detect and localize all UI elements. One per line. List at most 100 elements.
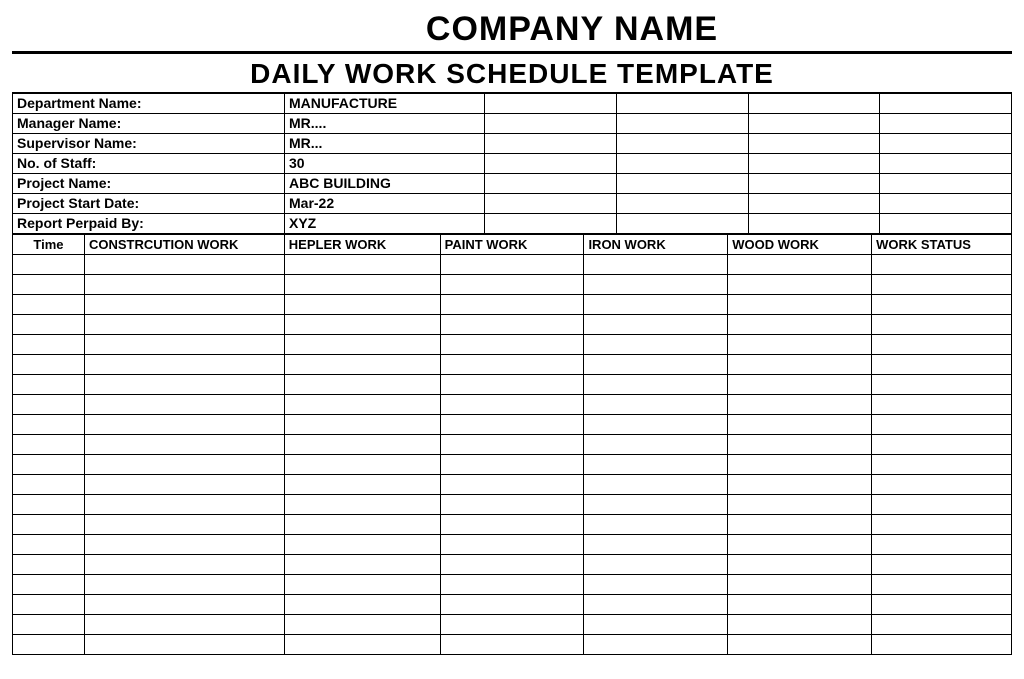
schedule-cell — [13, 634, 85, 654]
schedule-cell — [440, 434, 584, 454]
schedule-cell — [728, 414, 872, 434]
schedule-cell — [728, 554, 872, 574]
title-divider — [12, 51, 1012, 54]
info-label: Report Perpaid By: — [13, 213, 285, 233]
schedule-cell — [84, 494, 284, 514]
schedule-cell — [284, 394, 440, 414]
schedule-cell — [872, 374, 1012, 394]
schedule-cell — [13, 354, 85, 374]
info-empty-cell — [485, 113, 617, 133]
schedule-cell — [13, 334, 85, 354]
info-empty-cell — [880, 93, 1012, 113]
schedule-cell — [440, 574, 584, 594]
schedule-header-row: Time CONSTRCUTION WORK HEPLER WORK PAINT… — [13, 234, 1012, 254]
column-header-helper: HEPLER WORK — [284, 234, 440, 254]
schedule-cell — [440, 354, 584, 374]
schedule-cell — [440, 374, 584, 394]
schedule-cell — [84, 354, 284, 374]
schedule-row — [13, 574, 1012, 594]
info-empty-cell — [616, 113, 748, 133]
schedule-cell — [284, 374, 440, 394]
schedule-cell — [13, 374, 85, 394]
info-row: Department Name:MANUFACTURE — [13, 93, 1012, 113]
schedule-cell — [84, 434, 284, 454]
schedule-cell — [13, 294, 85, 314]
schedule-cell — [584, 594, 728, 614]
schedule-cell — [584, 434, 728, 454]
info-table: Department Name:MANUFACTUREManager Name:… — [12, 92, 1012, 234]
schedule-cell — [728, 514, 872, 534]
column-header-status: WORK STATUS — [872, 234, 1012, 254]
schedule-cell — [584, 514, 728, 534]
schedule-row — [13, 334, 1012, 354]
schedule-cell — [872, 634, 1012, 654]
schedule-row — [13, 514, 1012, 534]
schedule-cell — [84, 474, 284, 494]
schedule-cell — [284, 534, 440, 554]
schedule-cell — [728, 314, 872, 334]
schedule-cell — [440, 514, 584, 534]
schedule-row — [13, 314, 1012, 334]
info-row: Report Perpaid By:XYZ — [13, 213, 1012, 233]
schedule-cell — [440, 594, 584, 614]
schedule-cell — [284, 314, 440, 334]
schedule-cell — [284, 574, 440, 594]
schedule-row — [13, 474, 1012, 494]
info-label: Project Start Date: — [13, 193, 285, 213]
schedule-cell — [872, 434, 1012, 454]
info-empty-cell — [880, 133, 1012, 153]
info-row: Manager Name:MR.... — [13, 113, 1012, 133]
schedule-cell — [440, 554, 584, 574]
column-header-time: Time — [13, 234, 85, 254]
schedule-cell — [584, 274, 728, 294]
info-empty-cell — [748, 173, 880, 193]
schedule-cell — [728, 614, 872, 634]
schedule-cell — [284, 254, 440, 274]
schedule-cell — [728, 534, 872, 554]
schedule-cell — [284, 614, 440, 634]
schedule-cell — [84, 374, 284, 394]
info-row: Project Name:ABC BUILDING — [13, 173, 1012, 193]
info-empty-cell — [485, 213, 617, 233]
info-empty-cell — [748, 153, 880, 173]
info-row: Project Start Date:Mar-22 — [13, 193, 1012, 213]
info-row: No. of Staff:30 — [13, 153, 1012, 173]
schedule-cell — [284, 474, 440, 494]
schedule-cell — [284, 274, 440, 294]
info-empty-cell — [616, 193, 748, 213]
info-empty-cell — [748, 113, 880, 133]
schedule-row — [13, 554, 1012, 574]
schedule-cell — [872, 254, 1012, 274]
schedule-cell — [284, 494, 440, 514]
schedule-cell — [84, 574, 284, 594]
schedule-cell — [584, 474, 728, 494]
info-empty-cell — [748, 133, 880, 153]
schedule-cell — [13, 494, 85, 514]
schedule-cell — [440, 314, 584, 334]
info-empty-cell — [485, 173, 617, 193]
schedule-cell — [440, 414, 584, 434]
info-label: No. of Staff: — [13, 153, 285, 173]
schedule-row — [13, 394, 1012, 414]
info-empty-cell — [616, 173, 748, 193]
schedule-cell — [584, 374, 728, 394]
schedule-cell — [13, 554, 85, 574]
schedule-cell — [84, 554, 284, 574]
schedule-row — [13, 534, 1012, 554]
column-header-construction: CONSTRCUTION WORK — [84, 234, 284, 254]
info-empty-cell — [880, 193, 1012, 213]
schedule-cell — [728, 434, 872, 454]
schedule-row — [13, 254, 1012, 274]
schedule-cell — [872, 394, 1012, 414]
schedule-cell — [728, 594, 872, 614]
schedule-cell — [84, 414, 284, 434]
schedule-cell — [284, 514, 440, 534]
schedule-cell — [584, 614, 728, 634]
schedule-row — [13, 434, 1012, 454]
schedule-cell — [440, 274, 584, 294]
schedule-cell — [728, 274, 872, 294]
info-empty-cell — [485, 153, 617, 173]
schedule-cell — [84, 274, 284, 294]
schedule-cell — [13, 514, 85, 534]
schedule-cell — [584, 414, 728, 434]
